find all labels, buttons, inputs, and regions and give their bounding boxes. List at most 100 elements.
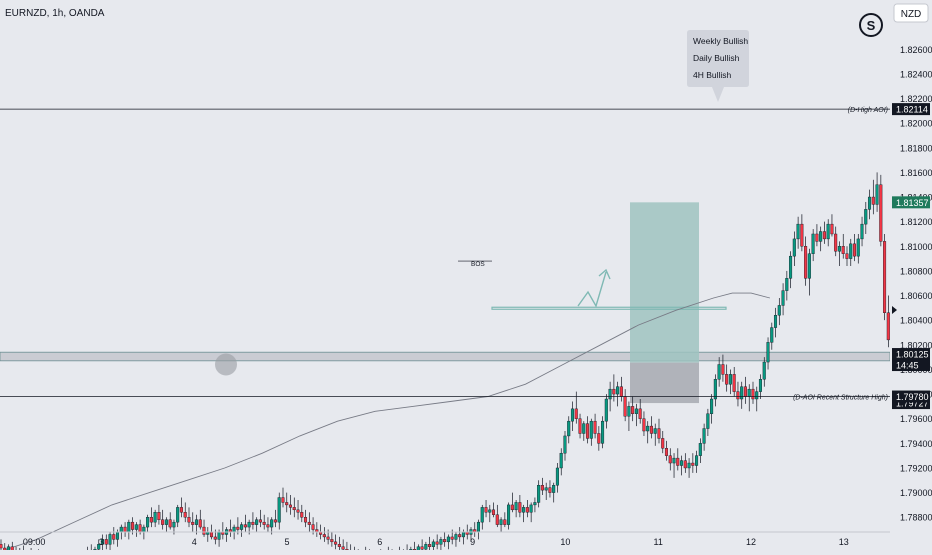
candle-body-149 <box>514 502 518 511</box>
candle-body-132 <box>450 536 454 540</box>
candle-body-209 <box>740 386 744 400</box>
candle-body-240 <box>856 238 860 257</box>
candle-body-88 <box>285 502 289 506</box>
candle-body-223 <box>792 238 796 257</box>
candle-body-217 <box>770 327 774 343</box>
candle-body-199 <box>702 428 706 444</box>
candle-body-95 <box>311 524 315 530</box>
candle-body-77 <box>243 524 247 528</box>
candle-body-153 <box>529 504 533 513</box>
candle-body-246 <box>879 184 883 242</box>
price-tag-2: 14:45 <box>896 361 919 371</box>
candle-body-191 <box>672 457 676 464</box>
candle-body-168 <box>585 423 590 439</box>
candle-body-247 <box>883 241 887 313</box>
candle-body-183 <box>642 418 646 432</box>
target-zone <box>630 202 699 363</box>
candle-body-198 <box>698 443 702 456</box>
candle-body-139 <box>476 521 481 533</box>
candle-body-60 <box>179 507 183 513</box>
time-axis[interactable]: 09:00 3 4 5 6 9 10 11 12 13 <box>0 531 890 547</box>
bias-daily: Daily Bullish <box>693 53 740 63</box>
time-tick-label-0: 09:00 <box>23 537 46 547</box>
candle-body-200 <box>706 413 710 429</box>
candle-body-86 <box>277 497 281 523</box>
candle-body-172 <box>601 420 605 444</box>
candle-body-103 <box>341 546 345 550</box>
candle-body-74 <box>232 526 236 533</box>
candle-body-12 <box>0 544 3 549</box>
price-tick-label-4: 1.82000 <box>900 119 932 129</box>
candle-body-244 <box>871 196 875 205</box>
candle-body-51 <box>146 517 150 528</box>
retest-zone <box>491 306 727 310</box>
bias-note: Weekly Bullish Daily Bullish 4H Bullish <box>687 30 749 102</box>
candle-body-64 <box>194 519 198 525</box>
candle-body-160 <box>555 467 559 486</box>
candle-body-62 <box>187 517 191 523</box>
candle-body-44 <box>119 526 123 533</box>
candle-body-180 <box>631 406 635 414</box>
bias-weekly: Weekly Bullish <box>693 36 748 46</box>
candle-body-169 <box>589 420 593 439</box>
symbol-title[interactable]: EURNZD, 1h, OANDA <box>5 8 105 19</box>
candle-body-208 <box>736 391 740 400</box>
candle-body-52 <box>149 517 153 523</box>
candle-body-50 <box>142 526 146 533</box>
price-axis[interactable]: 1.82600 1.82400 1.82200 1.82000 1.81800 1.816… <box>890 0 932 550</box>
candle-body-193 <box>679 460 684 466</box>
candle-body-195 <box>687 462 691 469</box>
currency-badge[interactable] <box>893 3 929 23</box>
candle-body-93 <box>303 517 308 523</box>
candle-body-58 <box>172 521 176 528</box>
candle-body-220 <box>781 290 785 306</box>
candle-body-126 <box>428 544 432 547</box>
candle-body-221 <box>785 278 789 291</box>
candle-body-45 <box>123 526 127 533</box>
candle-body-135 <box>461 531 465 538</box>
candle-body-129 <box>439 539 443 545</box>
time-tick-label-7: 11 <box>654 537 663 547</box>
candle-body-141 <box>484 507 488 513</box>
candle-body-231 <box>822 231 826 240</box>
candle-body-189 <box>664 448 669 456</box>
candle-body-230 <box>819 231 823 242</box>
candle-body-232 <box>826 223 830 240</box>
candle-body-154 <box>533 502 537 506</box>
candle-body-185 <box>649 425 653 434</box>
candle-body-228 <box>811 233 815 254</box>
candle-body-170 <box>593 420 597 434</box>
candle-body-218 <box>773 315 778 328</box>
candle-body-242 <box>864 209 868 225</box>
candle-body-212 <box>751 388 755 400</box>
candle-body-241 <box>860 223 864 240</box>
candle-body-147 <box>507 504 511 525</box>
candle-body-236 <box>841 246 845 254</box>
candle-body-98 <box>322 534 326 538</box>
candle-body-91 <box>296 509 300 513</box>
candle-body-194 <box>683 460 687 469</box>
bos-label: BOS <box>471 261 485 268</box>
level-tag-bg-1 <box>892 390 930 403</box>
candle-body-48 <box>134 524 138 530</box>
candle-body-203 <box>717 364 721 380</box>
candle-body-164 <box>570 408 575 422</box>
candle-body-61 <box>183 512 187 518</box>
candle-body-140 <box>480 507 484 523</box>
candle-body-40 <box>104 539 108 545</box>
candle-body-127 <box>431 541 435 547</box>
candle-body-41 <box>108 534 112 545</box>
candle-body-69 <box>213 536 217 540</box>
candle-body-94 <box>307 521 311 525</box>
candle-body-43 <box>115 531 120 540</box>
level-label-1: (D-AOI Recent Structure High) <box>793 395 888 402</box>
candle-body-237 <box>845 253 849 259</box>
candle-body-187 <box>657 428 661 439</box>
candle-body-75 <box>236 526 240 530</box>
candle-body-226 <box>804 246 808 279</box>
candle-body-145 <box>499 519 503 525</box>
candle-body-243 <box>867 196 872 210</box>
